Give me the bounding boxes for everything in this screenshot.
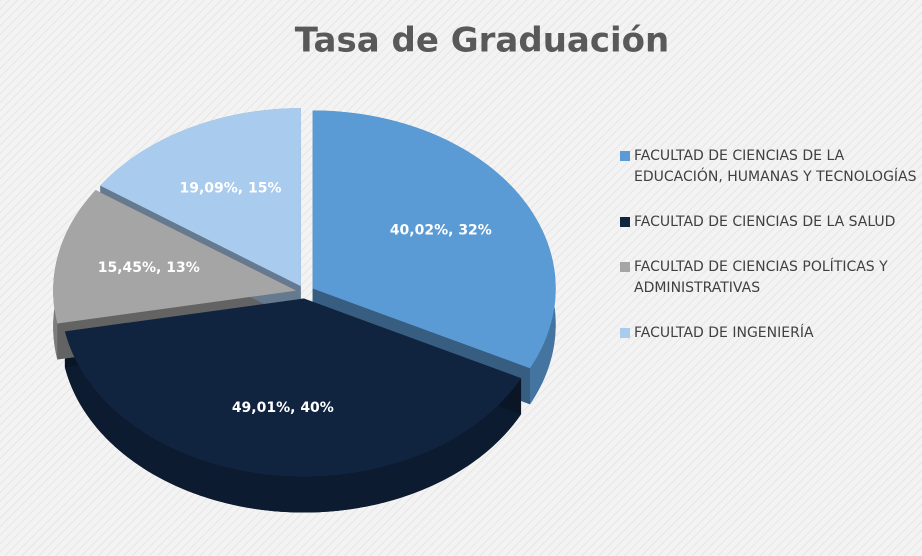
slice-side	[64, 331, 522, 513]
data-label: 49,01%, 40%	[232, 400, 334, 416]
slice	[64, 298, 522, 477]
legend: FACULTAD DE CIENCIAS DE LA EDUCACIÓN, HU…	[620, 146, 920, 368]
legend-label: FACULTAD DE CIENCIAS DE LA EDUCACIÓN, HU…	[634, 148, 917, 185]
legend-entry: FACULTAD DE CIENCIAS POLÍTICAS Y ADMINIS…	[620, 257, 920, 299]
legend-swatch	[620, 151, 630, 161]
legend-entry: FACULTAD DE INGENIERÍA	[620, 323, 920, 344]
legend-swatch	[620, 328, 630, 338]
legend-swatch	[620, 262, 630, 272]
slice	[53, 190, 297, 324]
data-label: 40,02%, 32%	[390, 223, 492, 239]
legend-swatch	[620, 217, 630, 227]
legend-label: FACULTAD DE INGENIERÍA	[634, 325, 814, 341]
data-label: 19,09%, 15%	[180, 181, 282, 197]
slice	[100, 108, 301, 287]
legend-label: FACULTAD DE CIENCIAS POLÍTICAS Y ADMINIS…	[634, 259, 888, 296]
chart-title: Tasa de Graduación	[295, 21, 669, 61]
legend-entry: FACULTAD DE CIENCIAS DE LA SALUD	[620, 212, 920, 233]
legend-entry: FACULTAD DE CIENCIAS DE LA EDUCACIÓN, HU…	[620, 146, 920, 188]
legend-label: FACULTAD DE CIENCIAS DE LA SALUD	[634, 214, 896, 230]
data-label: 15,45%, 13%	[98, 260, 200, 276]
slice	[312, 110, 556, 369]
